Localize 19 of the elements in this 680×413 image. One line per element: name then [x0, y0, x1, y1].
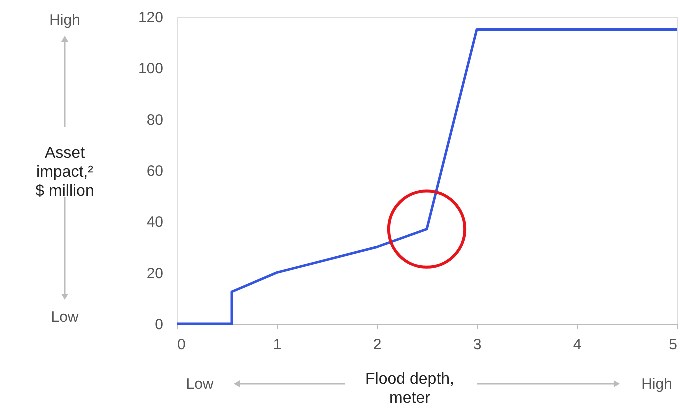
- x-axis-title: Flood depth, meter: [366, 371, 454, 407]
- text: High: [50, 12, 80, 29]
- y-tick-label: 60: [146, 163, 164, 180]
- text: Low: [186, 376, 214, 393]
- y-axis-title: Asset impact,² $ million: [36, 145, 94, 200]
- x-tick-label: 4: [573, 336, 582, 354]
- y-tick-label: 20: [146, 265, 164, 282]
- y-tick-label: 0: [155, 316, 164, 334]
- y-tick-label: 40: [146, 214, 164, 232]
- text: Low: [51, 309, 79, 326]
- x-tick-label: 0: [178, 336, 186, 354]
- y-tick-label: 100: [138, 60, 164, 78]
- x-tick-label: 5: [669, 336, 678, 354]
- y-tick-label: 80: [146, 112, 164, 129]
- x-tick-label: 1: [273, 336, 282, 354]
- x-tick-label: 2: [373, 336, 382, 354]
- x-tick-label: 3: [473, 336, 482, 354]
- y-tick-label: 120: [138, 10, 164, 26]
- text: High: [642, 376, 672, 393]
